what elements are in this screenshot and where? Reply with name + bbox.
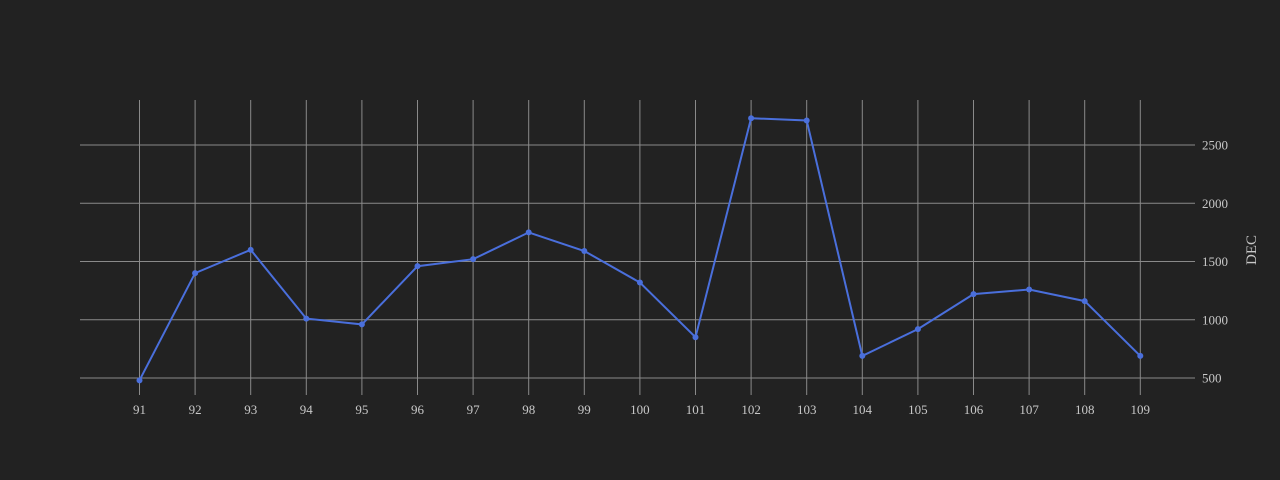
y-tick-labels: 500 1000 1500 2000 2500	[1202, 138, 1228, 386]
data-point[interactable]	[192, 270, 199, 277]
data-point[interactable]	[303, 315, 310, 322]
x-tick-label: 99	[578, 402, 591, 417]
data-point[interactable]	[914, 326, 921, 333]
data-point[interactable]	[247, 246, 254, 253]
data-point[interactable]	[414, 263, 421, 270]
data-point[interactable]	[803, 117, 810, 124]
x-tick-label: 106	[964, 402, 984, 417]
x-tick-label: 100	[630, 402, 650, 417]
x-tick-label: 107	[1019, 402, 1039, 417]
y-tick-label: 2500	[1202, 138, 1228, 153]
data-point[interactable]	[859, 352, 866, 359]
data-point[interactable]	[970, 291, 977, 298]
y-tick-label: 1500	[1202, 254, 1228, 269]
data-point[interactable]	[692, 334, 699, 341]
x-tick-label: 103	[797, 402, 817, 417]
data-point[interactable]	[358, 321, 365, 328]
x-tick-label: 102	[741, 402, 761, 417]
x-tick-label: 92	[189, 402, 202, 417]
data-point[interactable]	[748, 115, 755, 122]
data-point[interactable]	[470, 256, 477, 263]
x-tick-labels: 91 92 93 94 95 96 97 98 99 100 101 102 103 104 105 106 1…	[133, 402, 1150, 417]
x-tick-label: 104	[853, 402, 873, 417]
series-group	[136, 115, 1144, 384]
x-tick-label: 96	[411, 402, 425, 417]
x-tick-label: 93	[244, 402, 257, 417]
y-tick-label: 2000	[1202, 196, 1228, 211]
x-tick-label: 97	[467, 402, 481, 417]
x-tick-label: 108	[1075, 402, 1095, 417]
x-tick-label: 105	[908, 402, 928, 417]
y-tick-label: 1000	[1202, 312, 1228, 327]
x-tick-label: 101	[686, 402, 706, 417]
data-point[interactable]	[1081, 298, 1088, 305]
data-point[interactable]	[1137, 352, 1144, 359]
x-tick-label: 109	[1131, 402, 1151, 417]
data-point[interactable]	[525, 229, 532, 236]
y-tick-label: 500	[1202, 371, 1222, 386]
data-point[interactable]	[581, 248, 588, 255]
x-tick-label: 91	[133, 402, 146, 417]
x-tick-label: 94	[300, 402, 314, 417]
data-point[interactable]	[1026, 286, 1033, 293]
x-tick-label: 98	[522, 402, 535, 417]
data-point[interactable]	[136, 377, 143, 384]
data-point[interactable]	[636, 279, 643, 286]
y-gridlines	[80, 144, 1195, 379]
x-gridlines	[139, 100, 1141, 395]
y-axis-title: DEC	[1244, 235, 1260, 265]
x-tick-label: 95	[355, 402, 368, 417]
